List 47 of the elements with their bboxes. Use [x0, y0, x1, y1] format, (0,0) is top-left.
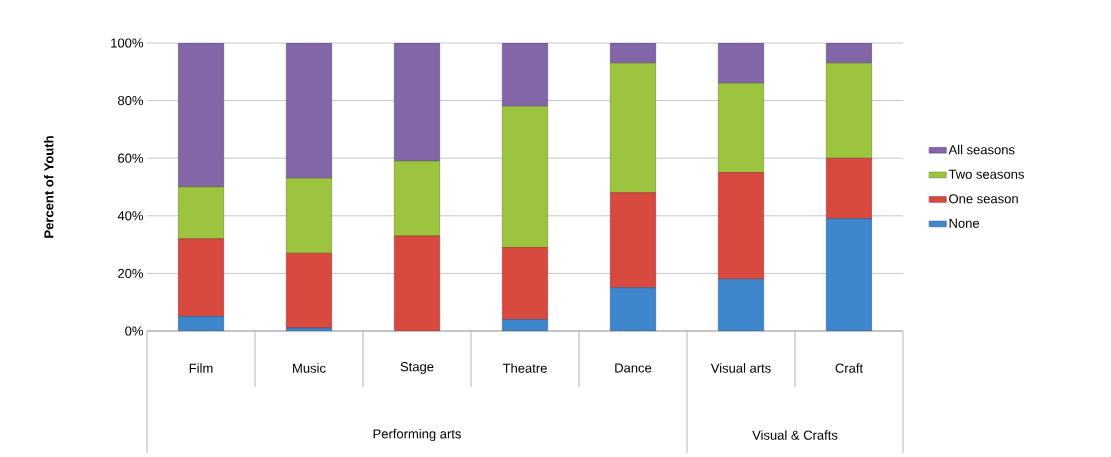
x-tick-label: Craft	[835, 363, 863, 373]
x-tick-label: Visual arts	[710, 363, 771, 373]
y-tick-label: 60%	[118, 153, 144, 163]
x-tick-label: Dance	[615, 363, 652, 373]
bar	[502, 42, 548, 107]
bar	[394, 42, 440, 162]
bar	[394, 235, 440, 331]
y-tick-label: 80%	[118, 95, 144, 106]
bar	[610, 42, 656, 64]
bar	[394, 160, 440, 237]
bar	[610, 62, 656, 194]
y-axis-title: Percent of Youth	[43, 136, 54, 238]
y-tick-label: 0%	[125, 326, 144, 336]
legend-label: All seasons	[948, 144, 1015, 155]
bar	[286, 42, 332, 179]
bar	[286, 327, 332, 331]
bar	[178, 238, 224, 317]
bar	[718, 42, 764, 84]
legend-label: Two seasons	[948, 169, 1024, 179]
bar	[502, 247, 548, 320]
bar	[178, 42, 224, 188]
y-tick-label: 100%	[111, 38, 144, 48]
bar	[286, 252, 332, 329]
legend-label: One season	[949, 194, 1018, 204]
bar	[826, 62, 872, 159]
bar	[178, 316, 224, 331]
bar	[718, 278, 764, 331]
x-tick-label: Film	[189, 363, 213, 373]
y-tick-label: 20%	[118, 268, 144, 278]
text: Visual & Crafts	[752, 430, 838, 440]
bar	[610, 287, 656, 331]
bar	[826, 42, 872, 64]
y-tick-label: 40%	[117, 211, 144, 221]
x-tick-label: Music	[293, 363, 326, 373]
bar	[826, 157, 872, 219]
bar	[502, 106, 548, 248]
bar	[718, 83, 764, 173]
x-tick-label: Theatre	[502, 363, 547, 373]
bar	[826, 218, 872, 331]
bar	[502, 319, 548, 331]
bar	[178, 186, 224, 240]
legend-label: None	[949, 218, 980, 228]
x-tick-label: Stage	[400, 362, 434, 374]
bar	[286, 178, 332, 254]
text: Performing arts	[373, 428, 461, 442]
bar	[718, 172, 764, 280]
bar	[610, 192, 656, 289]
